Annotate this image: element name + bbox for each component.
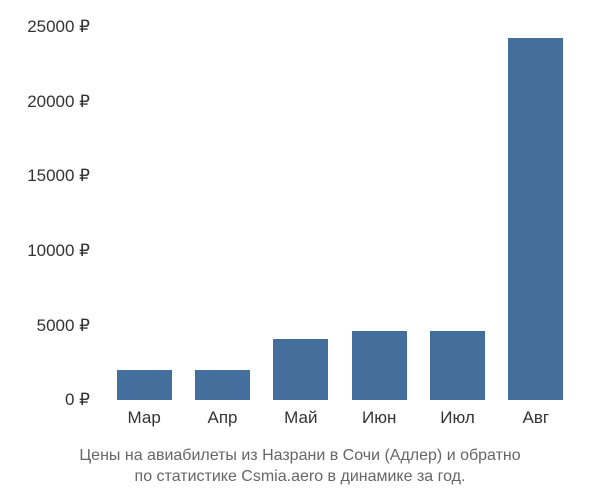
bar-slot — [105, 20, 183, 400]
bar-slot — [497, 20, 575, 400]
price-chart: 0 ₽ 5000 ₽ 10000 ₽ 15000 ₽ 20000 ₽ 25000 ₽ Ма… — [10, 10, 590, 440]
x-tick-label: Июл — [418, 408, 496, 428]
x-tick-label: Авг — [497, 408, 575, 428]
bar — [508, 38, 563, 400]
bar-slot — [340, 20, 418, 400]
caption-line-1: Цены на авиабилеты из Назрани в Сочи (Ад… — [79, 447, 520, 464]
y-tick-label: 5000 ₽ — [37, 316, 90, 336]
y-tick-label: 15000 ₽ — [27, 166, 90, 186]
x-tick-label: Май — [262, 408, 340, 428]
bar-slot — [183, 20, 261, 400]
y-tick-label: 0 ₽ — [65, 390, 90, 410]
x-axis: МарАпрМайИюнИюлАвг — [100, 408, 580, 428]
x-tick-label: Мар — [105, 408, 183, 428]
bar-slot — [418, 20, 496, 400]
x-tick-label: Апр — [183, 408, 261, 428]
caption-line-2: по статистике Csmia.aero в динамике за г… — [135, 468, 466, 485]
bar — [430, 331, 485, 400]
y-tick-label: 10000 ₽ — [27, 241, 90, 261]
bar-slot — [262, 20, 340, 400]
y-tick-label: 20000 ₽ — [27, 92, 90, 112]
x-tick-label: Июн — [340, 408, 418, 428]
bar — [273, 339, 328, 400]
bar — [117, 370, 172, 400]
bar — [195, 370, 250, 400]
y-tick-label: 25000 ₽ — [27, 17, 90, 37]
chart-caption: Цены на авиабилеты из Назрани в Сочи (Ад… — [0, 445, 600, 488]
bars-group — [100, 20, 580, 400]
y-axis: 0 ₽5000 ₽10000 ₽15000 ₽20000 ₽25000 ₽ — [10, 20, 95, 400]
bar — [352, 331, 407, 400]
plot-area — [100, 20, 580, 400]
